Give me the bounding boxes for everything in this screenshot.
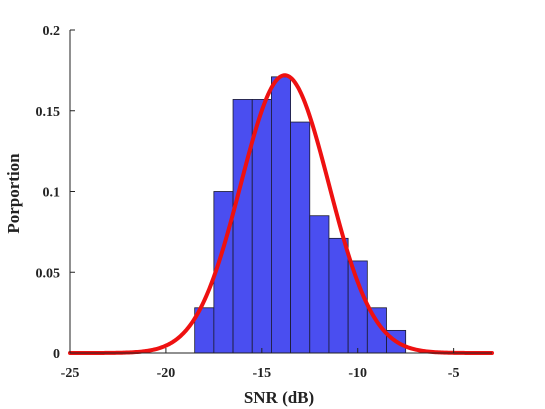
histogram-bar xyxy=(328,237,349,354)
fitted-curve-layer xyxy=(68,73,494,355)
x-tick-label: -10 xyxy=(348,366,367,381)
x-tick-label: -15 xyxy=(252,366,271,381)
y-tick-label: 0.1 xyxy=(43,186,61,201)
histogram-bars xyxy=(194,76,407,354)
fitted-curve xyxy=(68,73,494,355)
x-tick-label: -20 xyxy=(157,366,176,381)
y-axis-label: Porportion xyxy=(4,153,23,234)
tick-labels: -25 -20 -15 -10 -5 0 0.05 0.1 0.15 0.2 xyxy=(36,24,460,381)
x-tick-label: -5 xyxy=(448,366,460,381)
histogram-bar xyxy=(271,76,291,354)
y-tick-label: 0.05 xyxy=(36,266,61,281)
x-tick-label: -25 xyxy=(61,366,80,381)
histogram-bar xyxy=(347,260,368,354)
y-tick-label: 0.15 xyxy=(36,105,61,120)
y-tick-label: 0 xyxy=(53,347,60,362)
y-tick-label: 0.2 xyxy=(43,24,61,39)
histogram-bar xyxy=(232,99,253,354)
histogram-bar xyxy=(290,121,311,354)
axes xyxy=(69,29,492,354)
histogram-bar xyxy=(309,215,330,354)
x-axis-label: SNR (dB) xyxy=(244,388,314,407)
